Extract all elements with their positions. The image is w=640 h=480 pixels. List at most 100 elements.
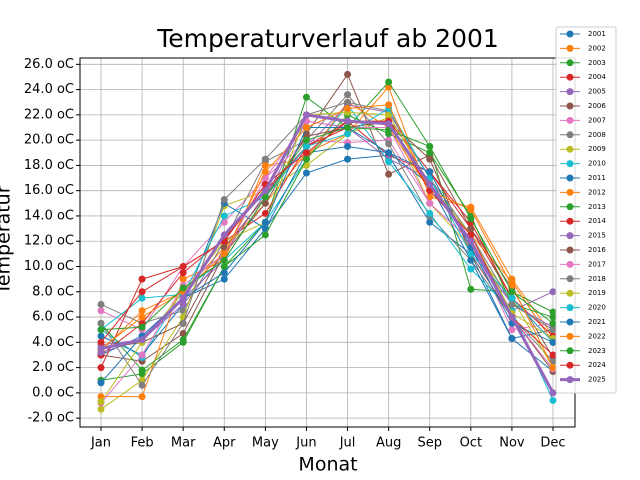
x-tick-label: Jan	[90, 436, 111, 451]
data-point	[508, 326, 516, 334]
y-tick-label: 6.0 oC	[32, 310, 74, 325]
series	[97, 124, 557, 334]
legend-marker	[566, 275, 574, 283]
legend-marker	[566, 30, 574, 38]
legend-marker	[566, 289, 574, 297]
y-axis-label: Temperatur	[0, 185, 15, 295]
legend-marker	[566, 347, 574, 355]
y-tick-label: 12.0 oC	[24, 234, 74, 249]
data-point	[385, 78, 393, 86]
data-point	[385, 149, 393, 157]
series-line	[100, 145, 554, 356]
y-tick-label: 10.0 oC	[24, 259, 74, 274]
legend-marker	[566, 246, 574, 254]
data-point	[344, 117, 352, 125]
data-point	[302, 161, 310, 169]
data-point	[385, 170, 393, 178]
data-point	[508, 294, 516, 302]
data-point	[97, 326, 105, 334]
data-point	[549, 313, 557, 321]
data-point	[138, 393, 146, 401]
data-point	[385, 140, 393, 148]
series	[97, 117, 557, 407]
data-point	[179, 275, 187, 283]
legend-marker	[566, 174, 574, 182]
data-point	[179, 294, 187, 302]
data-point	[344, 124, 352, 132]
legend-label: 2009	[588, 145, 606, 153]
legend-label: 2001	[588, 30, 606, 38]
legend-marker	[566, 102, 574, 110]
x-tick-label: Jun	[295, 436, 316, 451]
data-point	[302, 142, 310, 150]
legend-label: 2011	[588, 174, 606, 182]
data-point	[138, 288, 146, 296]
legend-label: 2004	[588, 73, 606, 81]
data-point	[426, 218, 434, 226]
series-line	[100, 104, 554, 353]
series	[97, 117, 557, 375]
legend-marker	[566, 361, 574, 369]
data-point	[549, 288, 557, 296]
data-point	[467, 206, 475, 214]
data-point	[426, 199, 434, 207]
legend-label: 2025	[588, 376, 606, 384]
data-point	[220, 256, 228, 264]
data-point	[261, 193, 269, 201]
data-point	[220, 212, 228, 220]
data-point	[467, 225, 475, 233]
data-point	[549, 338, 557, 346]
series-line	[100, 114, 554, 371]
data-point	[97, 332, 105, 340]
series	[97, 117, 557, 372]
data-point	[97, 300, 105, 308]
data-point	[179, 284, 187, 292]
legend-label: 2024	[588, 361, 606, 369]
legend-label: 2022	[588, 332, 606, 340]
y-tick-label: 14.0 oC	[24, 208, 74, 223]
legend-label: 2007	[588, 116, 606, 124]
data-point	[261, 199, 269, 207]
x-tick-label: Apr	[213, 436, 236, 451]
data-point	[426, 168, 434, 176]
x-tick-label: Feb	[131, 436, 154, 451]
y-tick-label: -2.0 oC	[27, 411, 74, 426]
data-point	[426, 180, 434, 188]
x-axis-label: Monat	[298, 454, 357, 476]
legend-label: 2021	[588, 318, 606, 326]
chart-title: Temperaturverlauf ab 2001	[156, 24, 499, 53]
data-point	[97, 364, 105, 372]
data-point	[467, 265, 475, 273]
legend-label: 2014	[588, 217, 606, 225]
series-line	[100, 73, 554, 362]
legend-marker	[566, 116, 574, 124]
legend: 2001 2002 2003 2004 2005 2006 2007 2008 2009 2010…	[555, 26, 617, 394]
legend-label: 2010	[588, 160, 606, 168]
data-point	[549, 389, 557, 397]
data-point	[261, 168, 269, 176]
legend-label: 2017	[588, 260, 606, 268]
y-tick-label: 18.0 oC	[24, 158, 74, 173]
x-tick-label: Sep	[417, 436, 442, 451]
data-point	[220, 275, 228, 283]
legend-marker	[566, 318, 574, 326]
legend-label: 2019	[588, 289, 606, 297]
legend-label: 2013	[588, 203, 606, 211]
data-point	[138, 275, 146, 283]
data-point	[467, 256, 475, 264]
data-point	[220, 231, 228, 239]
legend-marker	[566, 131, 574, 139]
data-point	[549, 326, 557, 334]
series-line	[100, 113, 555, 394]
series-line	[101, 101, 554, 398]
data-point	[344, 105, 352, 113]
data-point	[344, 91, 352, 99]
y-tick-label: 22.0 oC	[24, 107, 74, 122]
data-point	[138, 336, 146, 344]
data-point	[179, 269, 187, 277]
legend-label: 2005	[588, 88, 606, 96]
data-point	[97, 307, 105, 315]
legend-label: 2016	[588, 246, 606, 254]
series-line	[100, 104, 554, 368]
data-point	[385, 158, 393, 166]
